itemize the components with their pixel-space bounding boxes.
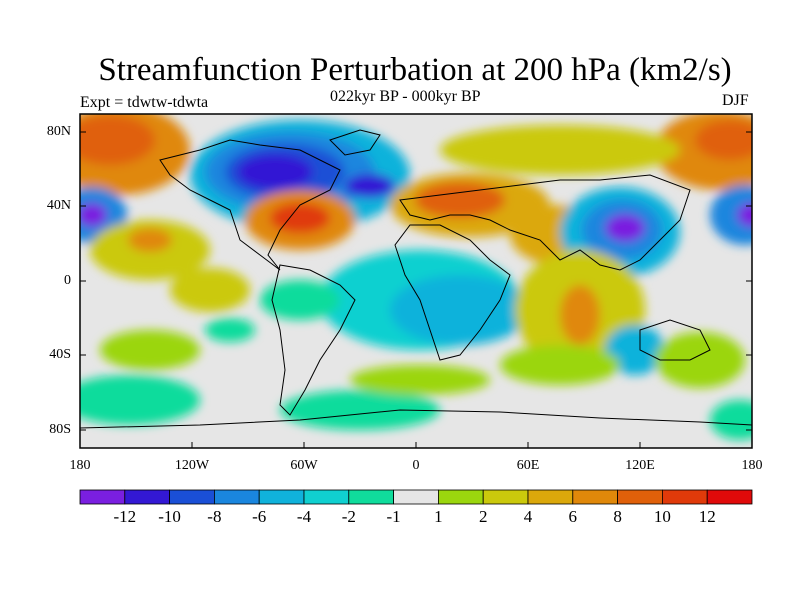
colorbar-swatch xyxy=(213,489,260,505)
lon-label: 180 xyxy=(741,458,763,473)
lat-label: 40S xyxy=(49,347,71,362)
colorbar xyxy=(79,489,753,505)
lat-label: 80N xyxy=(46,124,71,139)
colorbar-label: -8 xyxy=(207,507,222,526)
colorbar-label: -12 xyxy=(113,507,137,526)
colorbar-label: 8 xyxy=(613,507,622,526)
lon-label: 120W xyxy=(174,458,210,473)
colorbar-label: -10 xyxy=(158,507,181,526)
colorbar-label: -1 xyxy=(386,507,401,526)
axis-ticks xyxy=(80,131,752,448)
experiment-label: Expt = tdwtw-tdwta xyxy=(80,94,209,111)
colorbar-label: -6 xyxy=(252,507,267,526)
colorbar-swatch xyxy=(572,489,618,505)
season-label: DJF xyxy=(722,92,749,109)
colorbar-swatch xyxy=(393,489,439,505)
colorbar-label: 6 xyxy=(568,507,578,526)
colorbar-swatch xyxy=(437,489,484,505)
colorbar-label: -2 xyxy=(341,507,356,526)
contour-field xyxy=(80,114,752,448)
colorbar-swatch xyxy=(706,489,753,505)
colorbar-swatch xyxy=(303,489,350,505)
colorbar-swatch xyxy=(348,489,394,505)
colorbar-swatch xyxy=(258,489,305,505)
lat-label: 40N xyxy=(46,198,71,213)
lat-label: 80S xyxy=(49,422,71,437)
colorbar-label: -4 xyxy=(296,507,312,526)
colorbar-label: 12 xyxy=(698,507,716,526)
lat-label: 0 xyxy=(64,273,71,288)
colorbar-swatch xyxy=(527,489,574,505)
plot-subtitle: 022kyr BP - 000kyr BP xyxy=(330,88,481,105)
colorbar-label: 2 xyxy=(478,507,488,526)
plot-title: Streamfunction Perturbation at 200 hPa (… xyxy=(98,52,732,88)
colorbar-swatch xyxy=(79,489,126,505)
colorbar-label: 1 xyxy=(434,507,443,526)
lon-label: 180 xyxy=(69,458,91,473)
colorbar-label: 4 xyxy=(523,507,533,526)
lon-label: 60E xyxy=(516,458,540,473)
colorbar-swatch xyxy=(617,489,663,505)
colorbar-swatch xyxy=(169,489,215,505)
colorbar-label: 10 xyxy=(653,507,671,526)
colorbar-swatch xyxy=(124,489,171,505)
lon-label: 0 xyxy=(412,458,420,473)
coastlines xyxy=(80,129,752,429)
colorbar-swatch xyxy=(482,489,529,505)
colorbar-swatch xyxy=(662,489,708,505)
lon-label: 120E xyxy=(625,458,655,473)
lon-label: 60W xyxy=(290,458,318,473)
